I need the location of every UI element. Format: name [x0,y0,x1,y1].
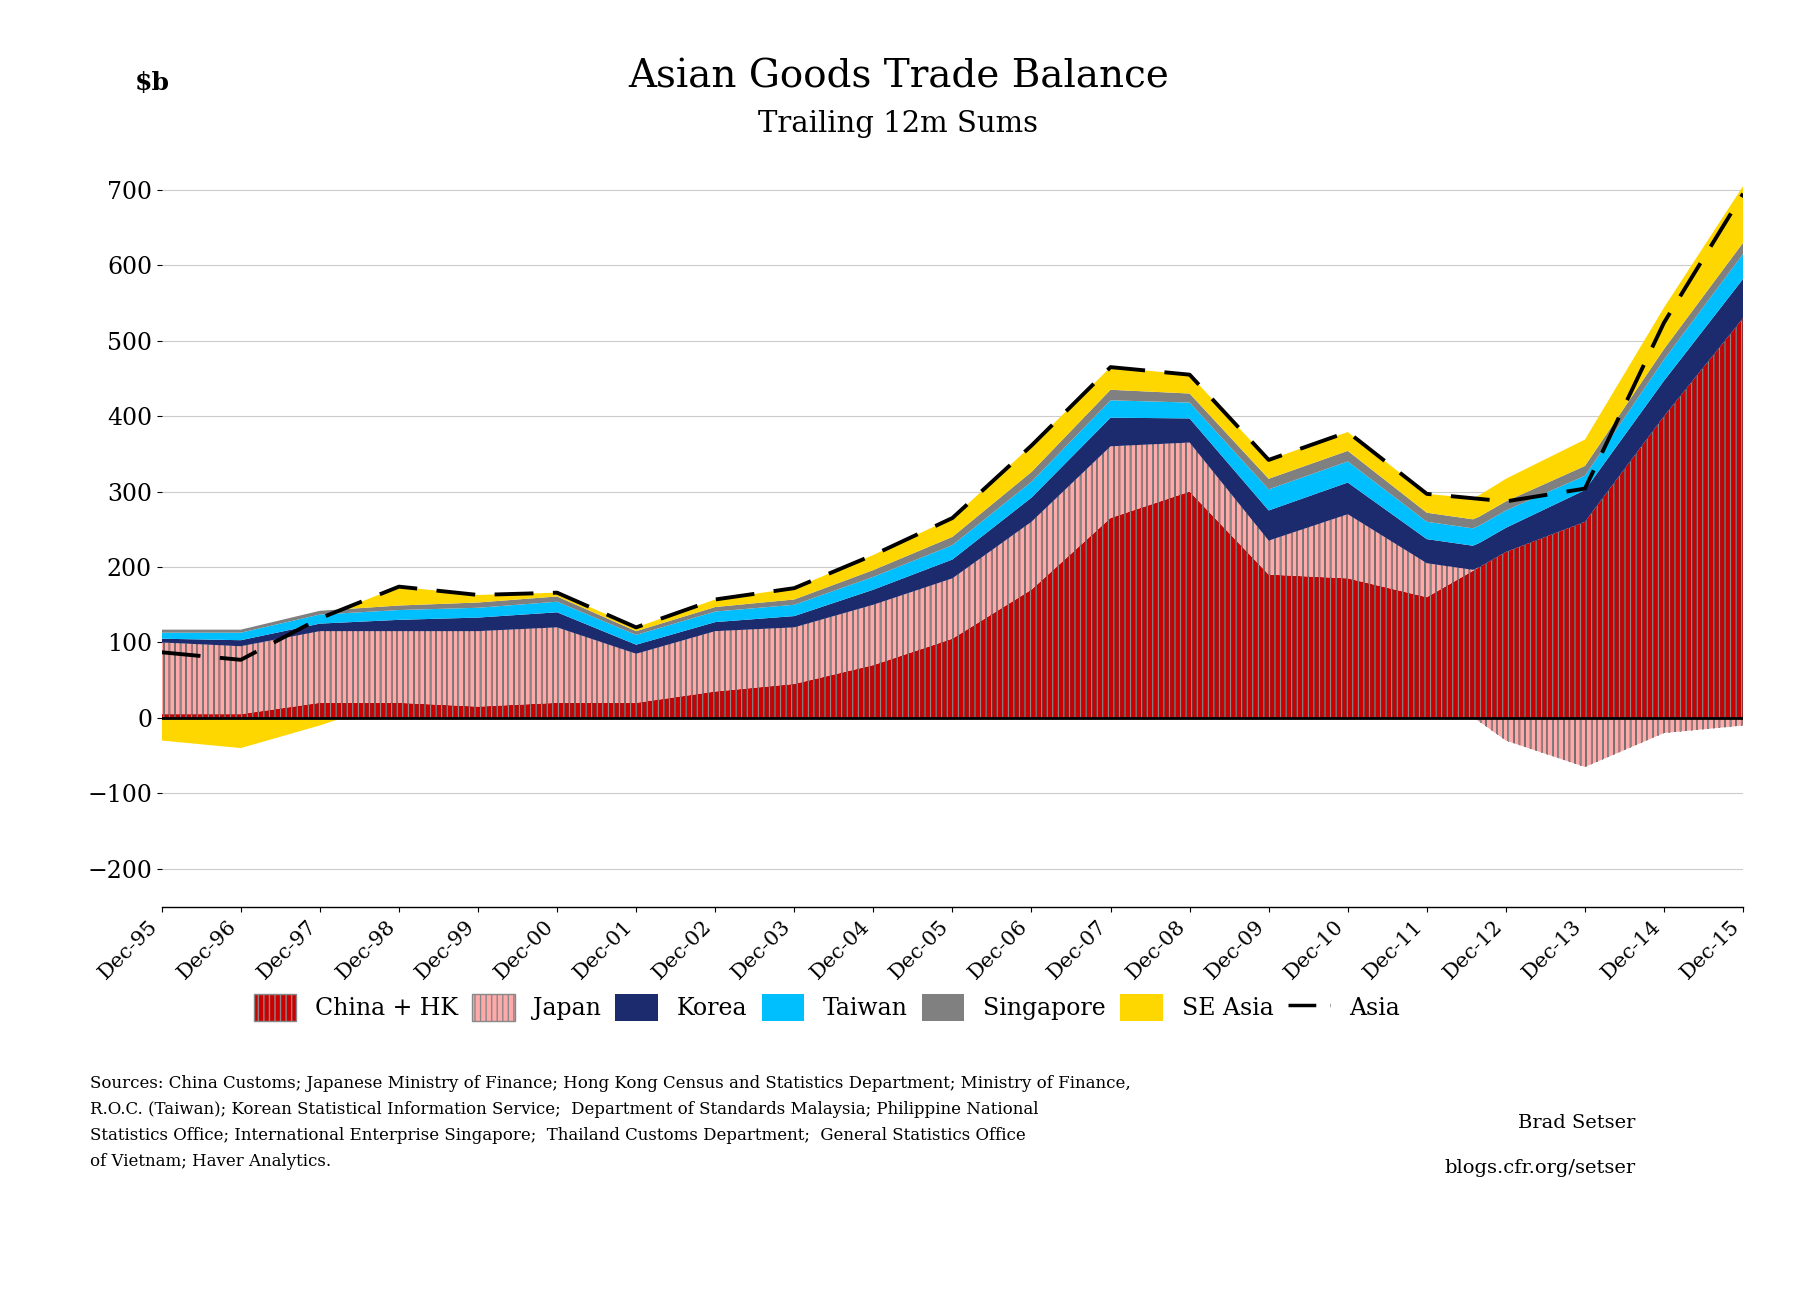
Text: Brad Setser: Brad Setser [1518,1114,1635,1132]
Text: blogs.cfr.org/setser: blogs.cfr.org/setser [1445,1159,1635,1177]
Text: Asian Goods Trade Balance: Asian Goods Trade Balance [629,58,1168,96]
Legend: China + HK, Japan, Korea, Taiwan, Singapore, SE Asia, Asia: China + HK, Japan, Korea, Taiwan, Singap… [244,984,1409,1031]
Text: Sources: China Customs; Japanese Ministry of Finance; Hong Kong Census and Stati: Sources: China Customs; Japanese Ministr… [90,1075,1130,1171]
Text: $b: $b [135,71,169,96]
Text: Trailing 12m Sums: Trailing 12m Sums [758,110,1039,139]
